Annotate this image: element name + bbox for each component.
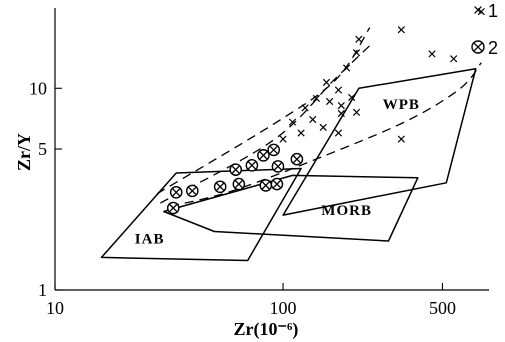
data-point-series-2: [213, 180, 227, 194]
data-point-series-2: [232, 177, 246, 191]
field-label-morb: MORB: [321, 203, 372, 219]
trend-line-lower: [170, 62, 482, 207]
data-point-series-1: [355, 35, 363, 43]
x-tick-label: 500: [429, 298, 456, 318]
data-point-series-1: [397, 135, 405, 143]
legend-symbol-cross: [474, 6, 482, 14]
data-point-series-2: [271, 160, 285, 173]
data-point-series-1: [319, 123, 327, 131]
y-tick-label: 1: [38, 280, 47, 300]
field-morb: [163, 174, 419, 242]
y-tick-label: 5: [38, 139, 47, 159]
legend: 12: [471, 1, 498, 58]
data-point-series-2: [166, 201, 180, 215]
data-point-series-1: [397, 26, 405, 34]
trend-lines: [156, 27, 482, 207]
trend-line-middle: [160, 41, 375, 204]
data-point-series-2: [185, 184, 199, 198]
legend-symbol-circled-cross: [471, 40, 485, 54]
y-axis-label: Zr/Y: [14, 133, 34, 171]
legend-label: 1: [488, 1, 498, 21]
data-point-series-1: [348, 93, 356, 102]
field-label-iab: IAB: [135, 232, 165, 248]
x-tick-label: 100: [270, 298, 297, 318]
data-point-series-1: [352, 108, 361, 116]
data-point-series-1: [325, 97, 334, 106]
tectonic-fields: WPB MORB IAB: [100, 67, 477, 262]
data-point-series-1: [334, 129, 343, 137]
data-point-series-2: [229, 163, 243, 176]
trend-line-upper: [156, 27, 371, 195]
data-point-series-1: [337, 102, 345, 110]
data-point-series-2: [257, 149, 270, 162]
data-point-series-1: [312, 94, 320, 103]
x-axis-label: Zr(10⁻⁶): [234, 319, 299, 340]
data-point-series-1: [342, 64, 351, 72]
field-iab: [100, 167, 302, 262]
data-point-series-1: [288, 118, 297, 126]
field-wpb: [282, 67, 477, 216]
data-point-series-1: [297, 129, 305, 137]
data-point-series-2: [290, 152, 304, 166]
data-point-series-2: [270, 177, 284, 191]
data-point-series-1: [428, 50, 436, 58]
data-point-series-2: [259, 179, 273, 192]
data-point-series-1: [334, 86, 343, 94]
data-points: [166, 7, 485, 215]
data-point-series-1: [301, 104, 309, 112]
x-tick-label: 10: [46, 298, 64, 318]
axes: 10 100 500 1 5 10: [29, 8, 489, 318]
field-label-wpb: WPB: [383, 97, 420, 113]
data-point-series-2: [169, 186, 183, 199]
y-tick-label: 10: [29, 78, 47, 98]
legend-label: 2: [488, 38, 498, 58]
data-point-series-1: [322, 78, 331, 86]
data-point-series-1: [279, 135, 287, 143]
data-point-series-1: [309, 115, 317, 124]
data-point-series-2: [267, 143, 281, 157]
data-point-series-1: [337, 109, 345, 118]
data-point-series-1: [450, 55, 458, 63]
data-point-series-1: [352, 49, 361, 57]
data-point-series-2: [245, 159, 259, 172]
